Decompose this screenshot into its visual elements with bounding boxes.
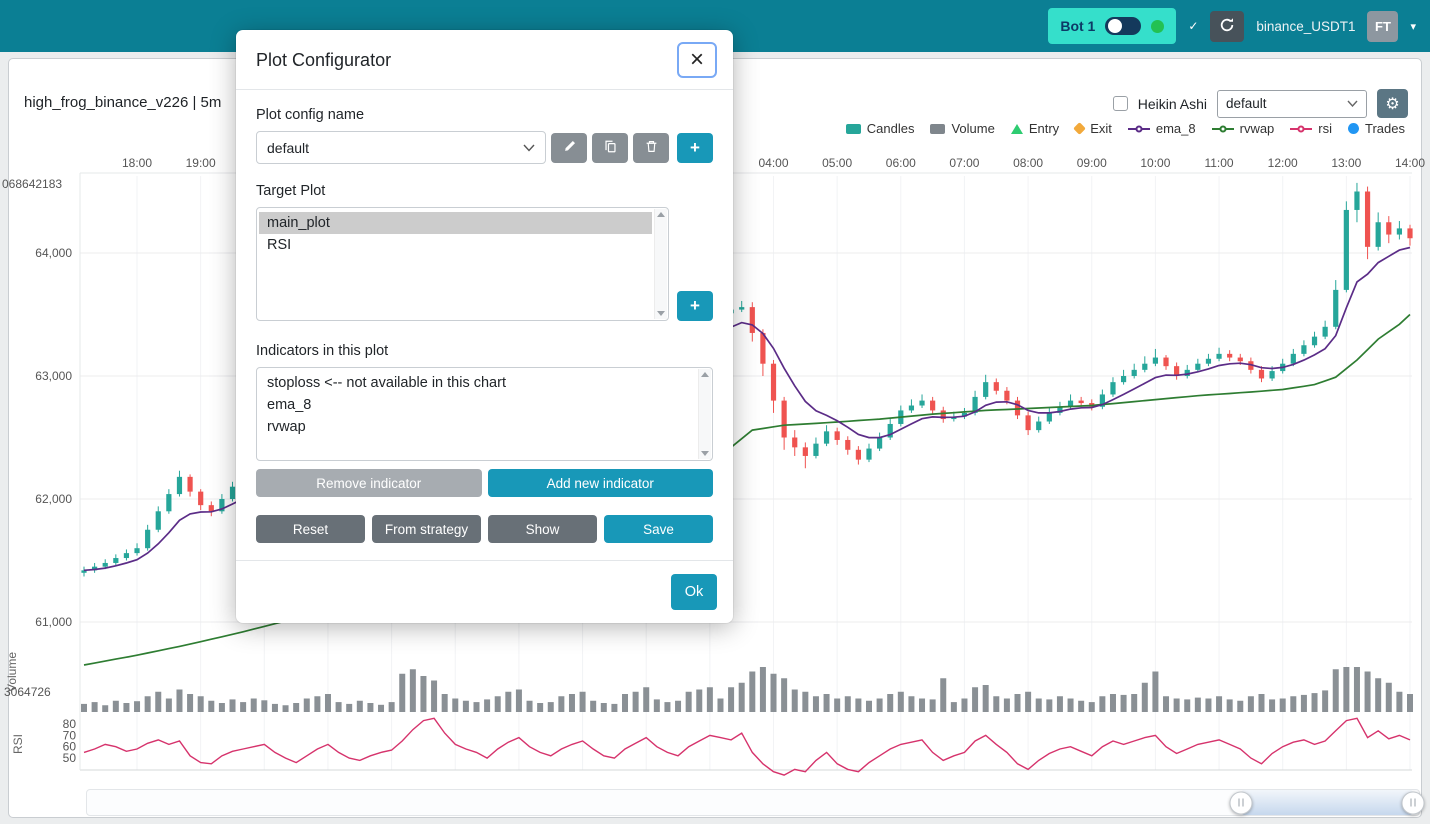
legend-item-trades[interactable]: Trades xyxy=(1348,121,1405,136)
plot-config-select-value: default xyxy=(1226,96,1267,111)
chart-title: high_frog_binance_v226 | 5m xyxy=(24,94,222,111)
volume-legend-marker xyxy=(930,123,946,134)
plot-configurator-modal: Plot Configurator × Plot config name def… xyxy=(236,30,733,623)
plot-settings-button[interactable]: ⚙ xyxy=(1377,89,1408,118)
gear-icon: ⚙ xyxy=(1385,95,1400,113)
scroll-up-icon[interactable] xyxy=(657,212,665,217)
legend-item-ema-8[interactable]: ema_8 xyxy=(1127,121,1196,136)
scroll-up-icon[interactable] xyxy=(701,372,709,377)
legend-label: rsi xyxy=(1318,121,1333,136)
target-plot-label: Target Plot xyxy=(256,183,326,199)
config-name-select[interactable]: default xyxy=(256,131,546,164)
legend-item-entry[interactable]: Entry xyxy=(1010,121,1060,136)
remove-indicator-button[interactable]: Remove indicator xyxy=(256,469,482,497)
scrollbar[interactable] xyxy=(654,209,667,319)
plot-config-select[interactable]: default xyxy=(1217,89,1367,118)
add-target-plot-button[interactable]: + xyxy=(677,291,713,321)
indicators-listbox[interactable]: stoploss <-- not available in this chart… xyxy=(256,367,713,461)
data-zoom-handle-right[interactable] xyxy=(1401,791,1425,814)
plus-icon: + xyxy=(690,296,700,315)
rsi-legend-marker xyxy=(1290,124,1313,134)
rvwap-legend-marker xyxy=(1211,124,1234,134)
close-button[interactable]: × xyxy=(677,42,717,78)
pencil-icon xyxy=(563,140,576,156)
scroll-down-icon[interactable] xyxy=(701,451,709,456)
data-zoom-slider[interactable] xyxy=(86,789,1425,816)
chart-controls: Heikin Ashi default ⚙ xyxy=(1112,89,1408,118)
chevron-down-icon xyxy=(523,144,535,152)
target-plot-item[interactable]: main_plot xyxy=(259,212,652,234)
modal-footer: Ok xyxy=(236,560,733,623)
plot-config-name-label: Plot config name xyxy=(256,107,365,123)
indicators-label: Indicators in this plot xyxy=(256,343,389,359)
chevron-down-icon[interactable]: ▾ xyxy=(1410,20,1416,33)
chart-legend: Candles Volume Entry Exit ema_8 rvwap rsi Trade… xyxy=(845,121,1405,136)
indicator-item[interactable]: ema_8 xyxy=(267,397,312,413)
add-config-button[interactable]: + xyxy=(677,132,713,163)
legend-label: Exit xyxy=(1090,121,1112,136)
legend-label: Trades xyxy=(1365,121,1405,136)
save-button[interactable]: Save xyxy=(604,515,713,543)
close-icon: × xyxy=(689,46,704,73)
heikin-ashi-checkbox[interactable] xyxy=(1112,96,1128,111)
bot-selector-pill[interactable]: Bot 1 xyxy=(1048,8,1177,44)
data-zoom-handle-left[interactable] xyxy=(1229,791,1253,814)
scrollbar[interactable] xyxy=(698,369,711,459)
check-icon: ✓ xyxy=(1188,19,1199,33)
add-new-indicator-button[interactable]: Add new indicator xyxy=(487,469,713,497)
modal-body: Plot config name default + Target Plot m… xyxy=(236,90,733,543)
data-zoom-selection[interactable] xyxy=(1241,790,1413,815)
legend-label: Entry xyxy=(1028,121,1060,136)
ema_8-legend-marker xyxy=(1127,124,1150,134)
heikin-ashi-label: Heikin Ashi xyxy=(1137,95,1207,112)
legend-item-volume[interactable]: Volume xyxy=(930,121,995,136)
plus-icon: + xyxy=(690,137,700,157)
bot-name-label: Bot 1 xyxy=(1060,18,1096,34)
indicator-item[interactable]: stoploss <-- not available in this chart xyxy=(267,375,506,391)
bot-toggle-knob xyxy=(1108,19,1123,33)
target-plot-item[interactable]: RSI xyxy=(267,237,292,253)
scroll-down-icon[interactable] xyxy=(657,311,665,316)
copy-icon xyxy=(604,140,617,156)
bot-toggle[interactable] xyxy=(1105,17,1142,35)
from-strategy-button[interactable]: From strategy xyxy=(372,515,481,543)
exchange-pair-label: binance_USDT1 xyxy=(1256,18,1356,34)
config-name-select-value: default xyxy=(267,139,310,156)
modal-header: Plot Configurator × xyxy=(236,30,733,90)
indicator-item[interactable]: rvwap xyxy=(267,419,306,435)
entry-legend-marker xyxy=(1010,123,1023,134)
trash-icon xyxy=(645,140,658,156)
show-button[interactable]: Show xyxy=(488,515,597,543)
delete-config-button[interactable] xyxy=(633,132,669,163)
modal-title: Plot Configurator xyxy=(256,49,392,70)
reset-button[interactable]: Reset xyxy=(256,515,365,543)
reload-button[interactable] xyxy=(1210,10,1245,42)
target-plot-listbox[interactable]: main_plot RSI xyxy=(256,207,669,321)
legend-item-rsi[interactable]: rsi xyxy=(1290,121,1332,136)
candles-legend-marker xyxy=(845,123,861,134)
avatar[interactable]: FT xyxy=(1367,10,1399,42)
legend-label: rvwap xyxy=(1239,121,1275,136)
legend-label: Candles xyxy=(866,121,915,136)
exit-legend-marker xyxy=(1073,122,1087,135)
bot-online-dot xyxy=(1151,19,1165,33)
legend-label: ema_8 xyxy=(1155,121,1196,136)
trades-legend-marker xyxy=(1348,123,1360,134)
reload-icon xyxy=(1219,17,1235,36)
chevron-down-icon xyxy=(1347,100,1358,107)
legend-item-rvwap[interactable]: rvwap xyxy=(1211,121,1275,136)
legend-item-candles[interactable]: Candles xyxy=(845,121,915,136)
legend-item-exit[interactable]: Exit xyxy=(1073,121,1112,136)
duplicate-config-button[interactable] xyxy=(592,132,628,163)
legend-label: Volume xyxy=(951,121,995,136)
edit-config-button[interactable] xyxy=(551,132,587,163)
ok-button[interactable]: Ok xyxy=(671,574,717,610)
